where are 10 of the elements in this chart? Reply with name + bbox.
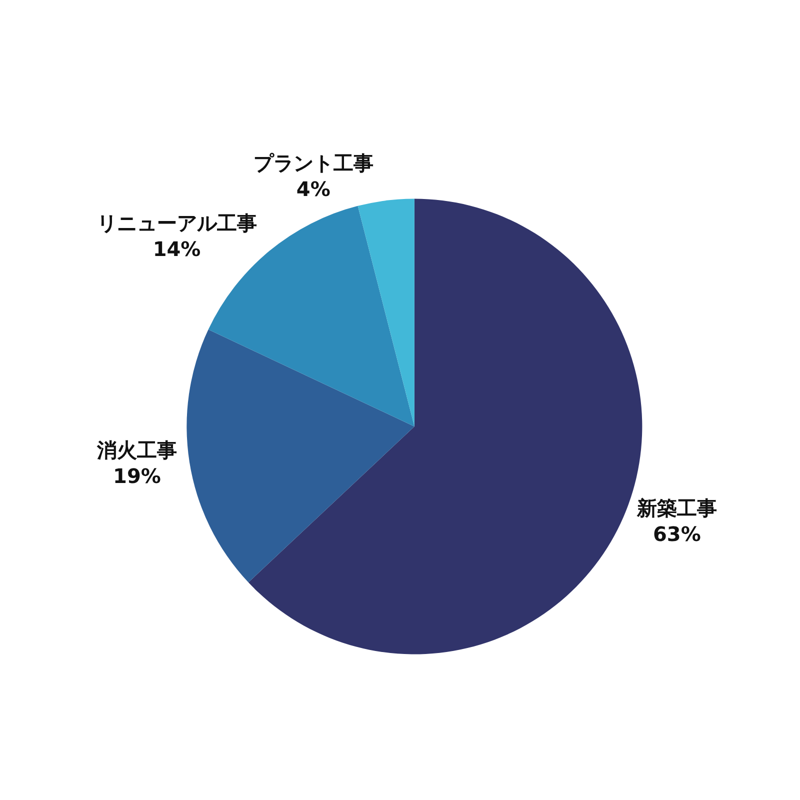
slice-label: リニューアル工事: [96, 211, 257, 236]
slice-label: 新築工事: [636, 496, 717, 520]
data-label: 19%: [113, 464, 161, 488]
pie-slice: [358, 198, 414, 427]
pie-slice: [186, 330, 414, 582]
data-label: 14%: [152, 237, 201, 262]
data-label: 63%: [653, 522, 701, 546]
slice-label: 消火工事: [96, 438, 177, 462]
slice-label: プラント工事: [253, 150, 374, 175]
data-label: 4%: [296, 176, 330, 201]
